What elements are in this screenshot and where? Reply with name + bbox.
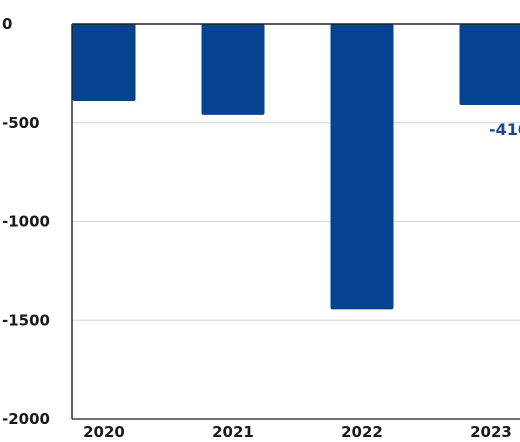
- labels: 0 -500 -1000 -1500 -2000 2020 2021 2022 2023 -410: [2, 15, 520, 441]
- bar-2022: [330, 24, 394, 310]
- data-label: -410: [489, 120, 520, 139]
- y-tick-label: -1000: [2, 213, 50, 231]
- y-tick-label: 0: [2, 15, 12, 33]
- y-tick-label: -2000: [2, 410, 50, 428]
- y-tick-label: -1500: [2, 311, 50, 329]
- y-tick-label: -500: [2, 114, 40, 132]
- x-tick-label: 2023: [470, 423, 512, 441]
- x-tick-label: 2020: [83, 423, 125, 441]
- axes: [71, 23, 520, 420]
- bar-2021: [201, 24, 265, 115]
- gridlines: [72, 122, 520, 420]
- x-tick-label: 2022: [341, 423, 383, 441]
- bars: [72, 24, 520, 310]
- bar-2020: [72, 24, 136, 102]
- x-tick-label: 2021: [212, 423, 254, 441]
- bar-2023: [459, 24, 520, 105]
